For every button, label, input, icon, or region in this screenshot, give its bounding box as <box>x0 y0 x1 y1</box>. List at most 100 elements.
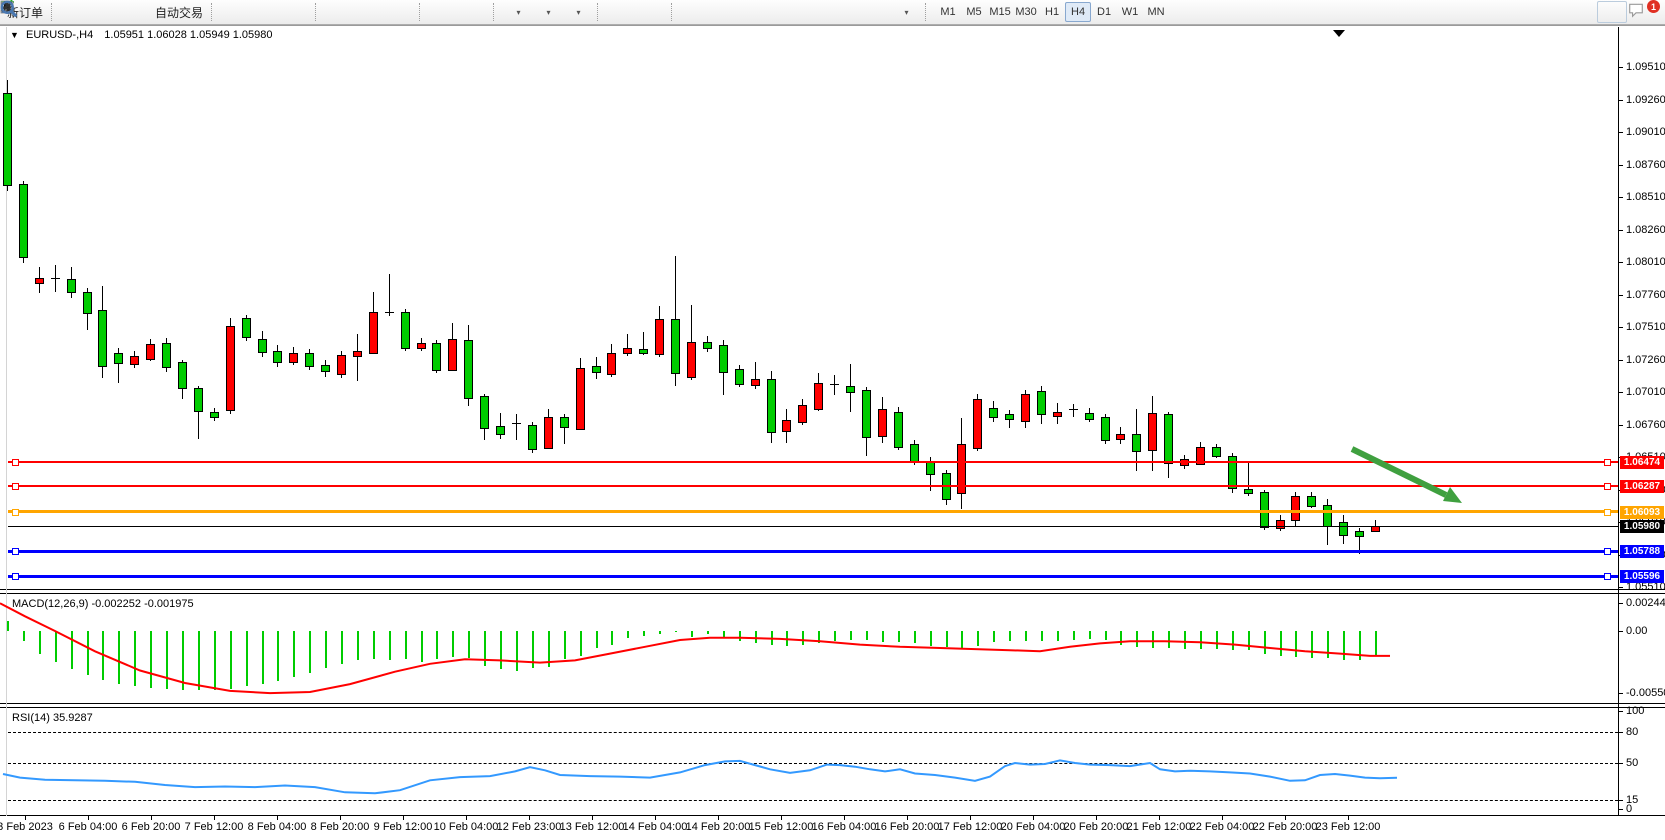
macd-axis-label: -0.005504 <box>1626 687 1665 699</box>
notification-badge: 1 <box>1647 0 1660 13</box>
price-axis-line[interactable] <box>1618 27 1619 816</box>
trendline-button[interactable] <box>1 1 771 23</box>
timeframe-MN-button[interactable]: MN <box>1147 6 1165 18</box>
data-window-button[interactable] <box>0 1 121 23</box>
time-tick <box>1222 815 1223 820</box>
macd-bar <box>818 631 820 643</box>
line-handle[interactable] <box>12 483 19 490</box>
candle <box>146 344 155 360</box>
line-handle[interactable] <box>1604 548 1611 555</box>
macd-bar <box>277 631 279 681</box>
auto-trading-button[interactable]: 自动交易 <box>1 1 207 23</box>
time-label: 22 Feb 04:00 <box>1189 821 1255 833</box>
candle-wick <box>564 414 565 444</box>
candle-doji <box>1069 409 1078 410</box>
macd-bar <box>357 631 359 660</box>
line-chart-button[interactable] <box>0 1 311 23</box>
timeframe-H4-button[interactable]: H4 <box>1065 2 1092 22</box>
timeframe-H1-button[interactable]: H1 <box>1045 6 1060 18</box>
line-handle[interactable] <box>1604 459 1611 466</box>
line-handle[interactable] <box>12 573 19 580</box>
price-line-tag: 1.06287 <box>1620 480 1664 493</box>
timeframe-M5-button[interactable]: M5 <box>966 6 982 18</box>
timeframe-M1-button[interactable]: M1 <box>940 6 956 18</box>
timeframe-M15-button[interactable]: M15 <box>989 6 1011 18</box>
add-indicator-button[interactable]: ▾ <box>0 0 533 23</box>
line-handle[interactable] <box>1604 573 1611 580</box>
vertical-line-button[interactable] <box>6 1 711 23</box>
horizontal-level-line[interactable] <box>8 510 1618 513</box>
text-label-button[interactable]: T <box>0 1 891 23</box>
fibonacci-button[interactable]: F <box>1 1 831 23</box>
rsi-label: RSI(14) 35.9287 <box>12 712 93 724</box>
notifications-button[interactable]: 1 <box>1627 0 1660 23</box>
time-tick <box>1285 815 1286 820</box>
zoom-out-button[interactable] <box>1 1 385 23</box>
bar-chart-button[interactable] <box>1 1 251 23</box>
toolbar-separator <box>597 3 604 21</box>
candle <box>273 351 282 363</box>
macd-axis-tick <box>1618 631 1623 632</box>
candle <box>1307 496 1316 507</box>
navigator-button[interactable] <box>1 1 151 23</box>
time-label: 6 Feb 20:00 <box>121 821 181 833</box>
line-handle[interactable] <box>1604 509 1611 516</box>
trend-arrow-annotation[interactable] <box>1350 446 1462 503</box>
candle <box>1116 434 1125 440</box>
tile-windows-button[interactable] <box>1 1 415 23</box>
line-handle[interactable] <box>12 548 19 555</box>
candle <box>655 319 664 355</box>
macd-bar <box>341 631 343 664</box>
line-handle[interactable] <box>12 459 19 466</box>
chart-shift-marker[interactable] <box>1333 30 1345 37</box>
timeframe-D1-button[interactable]: D1 <box>1097 6 1112 18</box>
candle <box>1339 522 1348 536</box>
period-dropdown-button[interactable]: ▾ <box>0 0 563 23</box>
equidistant-channel-button[interactable]: E <box>0 1 801 23</box>
time-tick <box>151 815 152 820</box>
macd-bar <box>325 631 327 668</box>
macd-bar <box>1375 631 1377 656</box>
candle <box>957 444 966 494</box>
time-tick <box>1348 815 1349 820</box>
timeframe-W1-button[interactable]: W1 <box>1121 6 1139 18</box>
macd-bar <box>389 631 391 660</box>
macd-bar <box>1057 631 1059 641</box>
candle <box>846 386 855 393</box>
auto-scroll-button[interactable] <box>0 1 459 23</box>
line-handle[interactable] <box>12 509 19 516</box>
zoom-in-button[interactable] <box>1 1 355 23</box>
macd-bar <box>1248 631 1250 650</box>
candle <box>162 343 171 368</box>
horizontal-level-line[interactable] <box>8 575 1618 578</box>
horizontal-level-line[interactable] <box>8 461 1618 463</box>
macd-bar <box>150 631 152 688</box>
chart-shift-button[interactable] <box>0 1 489 23</box>
rsi-axis-label: 100 <box>1626 705 1645 717</box>
candle <box>973 399 982 449</box>
candle <box>528 425 537 450</box>
rsi-axis-label: 15 <box>1626 794 1639 806</box>
horizontal-level-line[interactable] <box>8 485 1618 487</box>
template-button[interactable]: ▾ <box>0 1 593 23</box>
candlestick-chart-button[interactable] <box>1 1 281 23</box>
macd-bar <box>262 631 264 684</box>
horizontal-line-button[interactable] <box>1 1 741 23</box>
symbol-dropdown-icon[interactable]: ▼ <box>10 30 19 40</box>
horizontal-level-line[interactable] <box>8 550 1618 553</box>
market-watch-button[interactable] <box>0 0 91 23</box>
macd-bar <box>1120 631 1122 645</box>
cursor-button[interactable] <box>4 1 637 23</box>
macd-bar <box>548 631 550 667</box>
line-handle[interactable] <box>1604 483 1611 490</box>
candle <box>989 408 998 418</box>
search-button[interactable] <box>0 0 1627 23</box>
crosshair-button[interactable] <box>1 1 667 23</box>
text-button[interactable]: A <box>3 1 861 23</box>
macd-bar <box>1152 631 1154 648</box>
timeframe-M30-button[interactable]: M30 <box>1015 6 1037 18</box>
candle <box>1037 391 1046 415</box>
price-tick-label: 1.08760 <box>1626 159 1665 171</box>
candle-doji <box>830 384 839 385</box>
shapes-button[interactable]: ▾ <box>2 1 921 23</box>
